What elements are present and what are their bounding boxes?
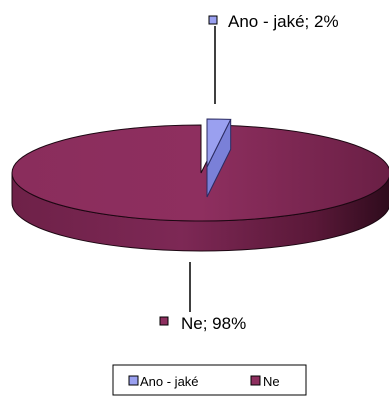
legend-swatch-ne (250, 375, 261, 386)
legend-label-ne: Ne (263, 374, 280, 389)
pie-slice-ano (206, 118, 232, 168)
legend-box (112, 364, 307, 396)
legend: Ano - jaké Ne (112, 364, 307, 396)
legend-swatch-ano (128, 375, 139, 386)
pie-slice-ne (11, 124, 389, 222)
data-label-ne: Ne; 98% (181, 314, 246, 333)
label-marker-ano (208, 15, 218, 25)
data-label-ano: Ano - jaké; 2% (228, 12, 339, 31)
legend-label-ano: Ano - jaké (140, 374, 199, 389)
label-marker-ne (159, 316, 169, 326)
